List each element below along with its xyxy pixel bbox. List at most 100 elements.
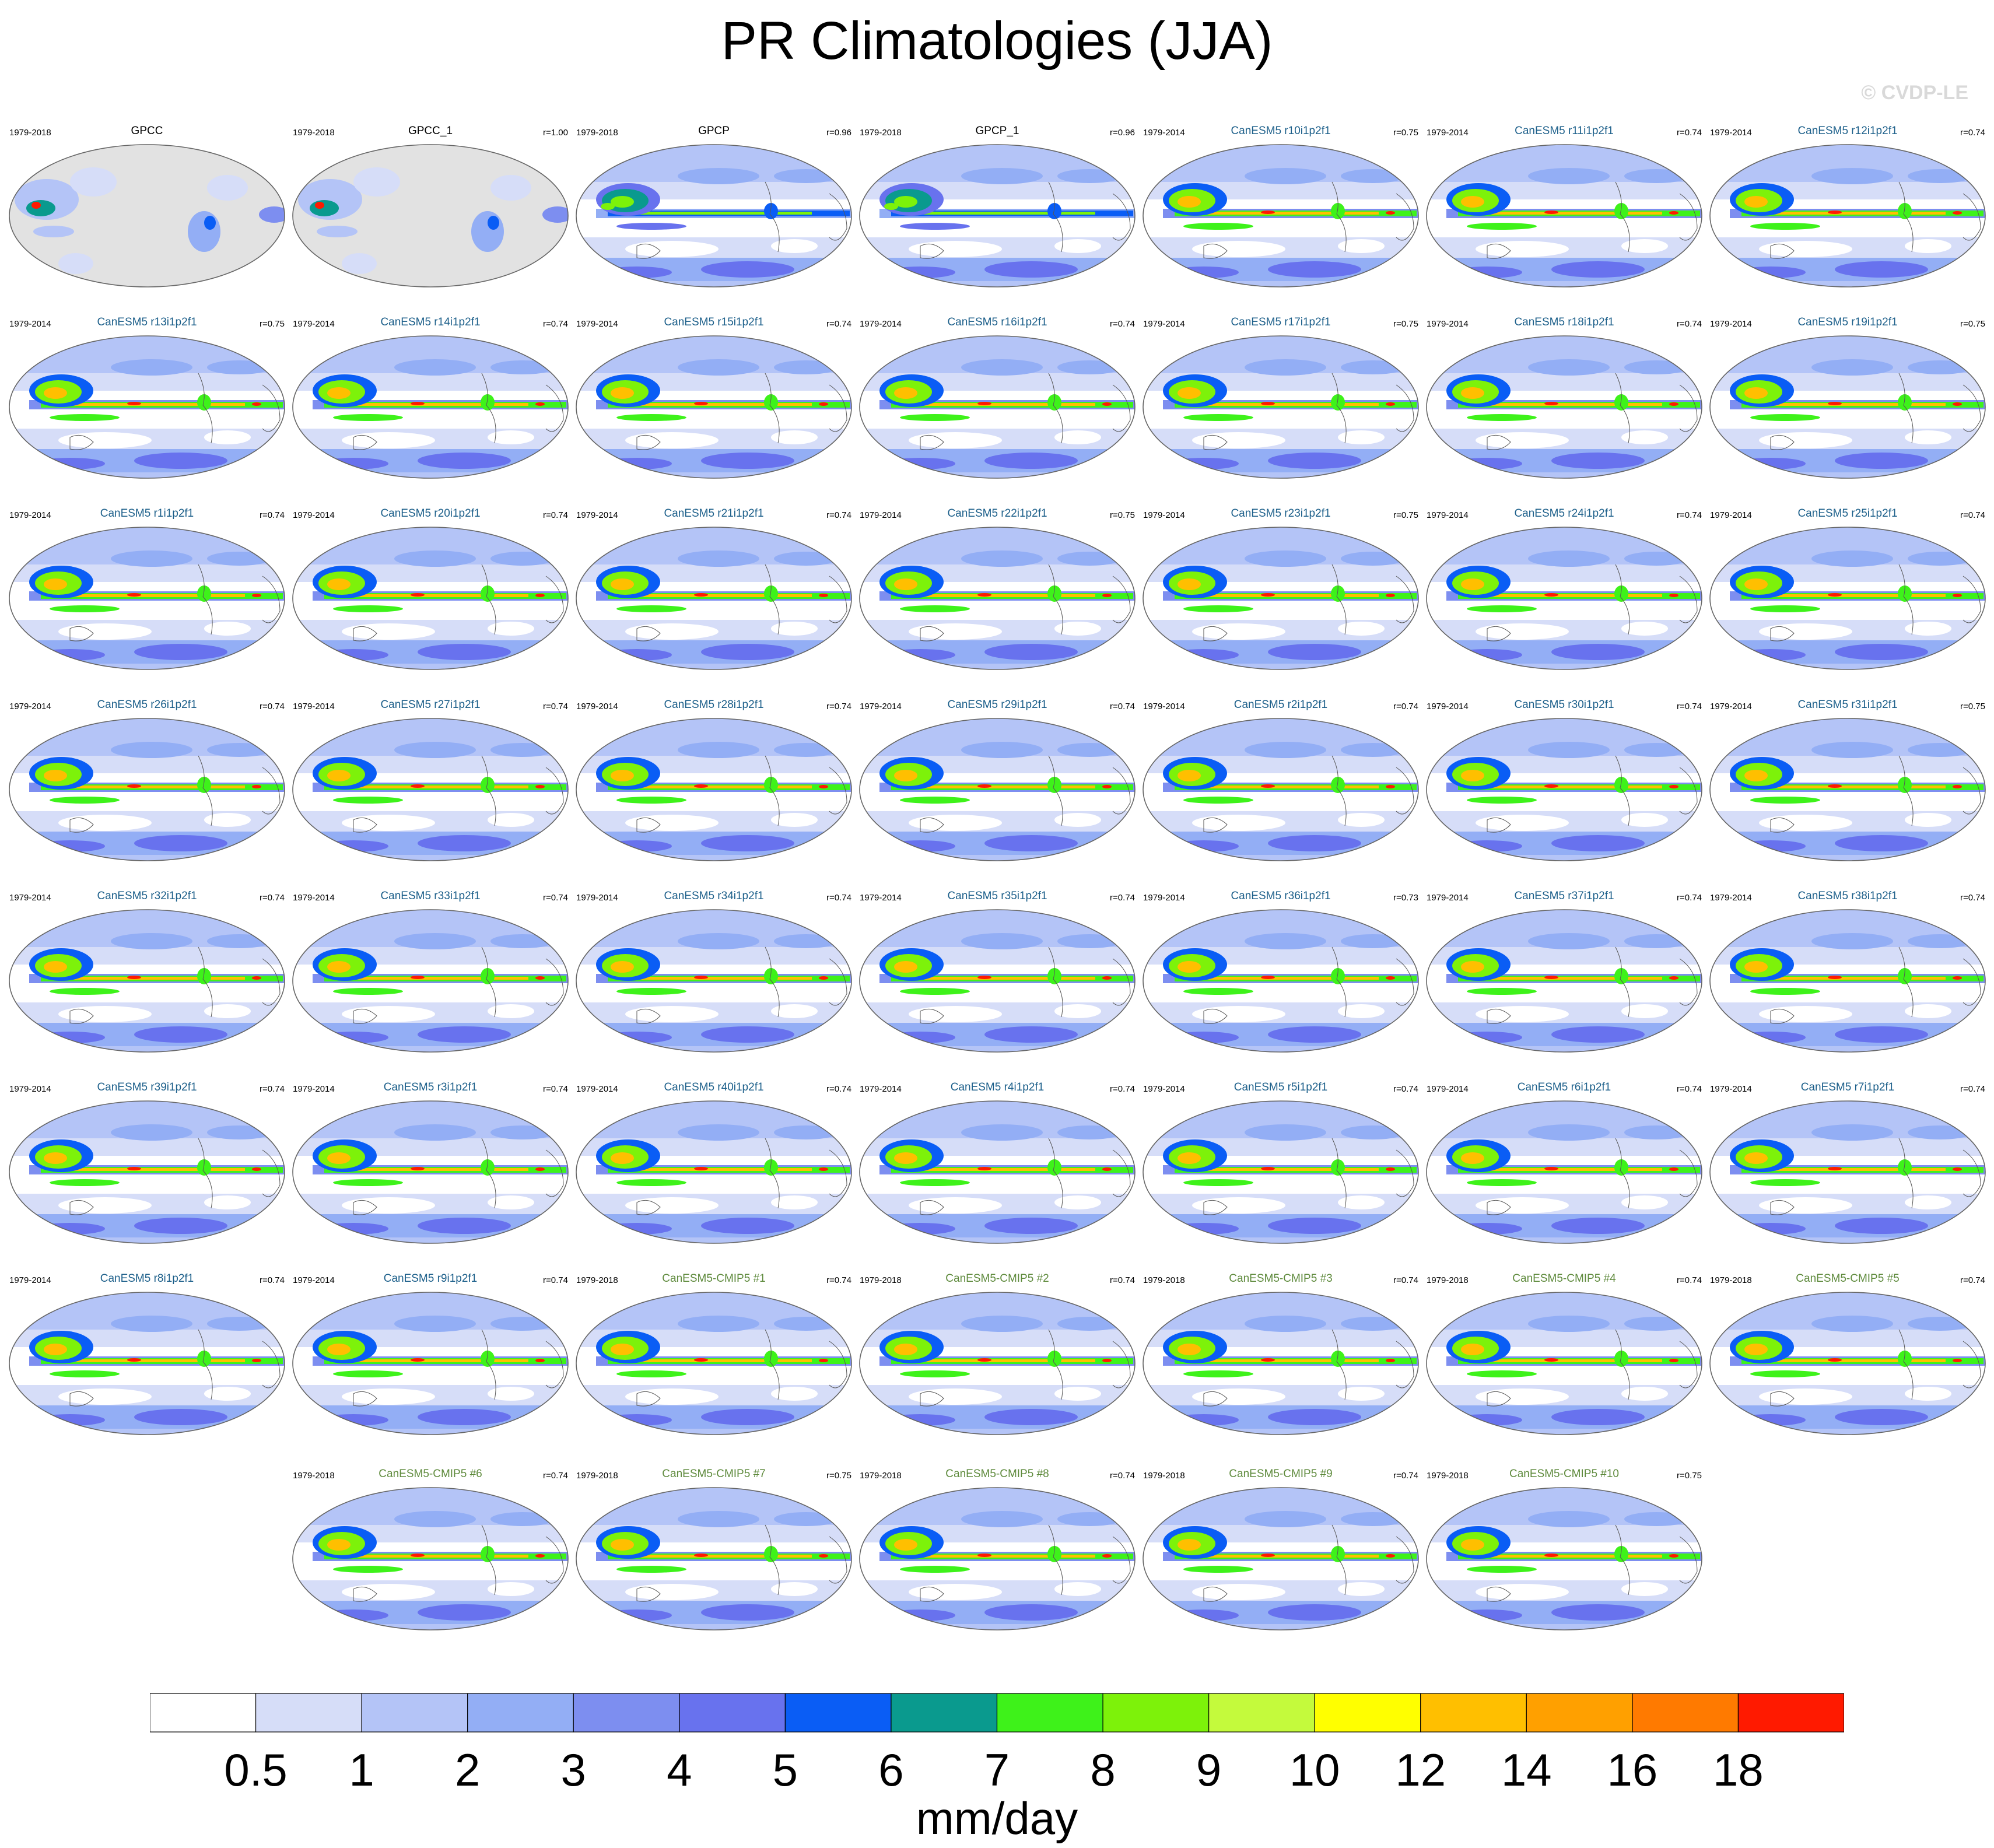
nh-atlantic-storm [774, 360, 838, 374]
sh-polar [860, 472, 1135, 478]
coast-americas [1048, 373, 1063, 444]
panel-period: 1979-2014 [576, 702, 618, 711]
south-atlantic-dry [204, 622, 251, 636]
central-america-precip [1614, 1546, 1628, 1562]
central-america-precip [1898, 1159, 1912, 1176]
nh-pacific-storm [961, 168, 1043, 184]
nh-pacific-storm [678, 1511, 759, 1527]
monsoon-core [1178, 387, 1201, 399]
itcz-core [1771, 977, 1946, 980]
se-pacific-dry [1759, 1197, 1852, 1214]
spcz-band [1750, 797, 1820, 804]
atlantic-peak [819, 594, 828, 597]
nh-pacific-storm [394, 933, 476, 949]
coast-americas [765, 1524, 780, 1595]
coast-americas [198, 373, 213, 444]
map-panel: 1979-2018 CanESM5-CMIP5 #5 r=0.74 [1706, 1260, 1989, 1446]
central-america-precip [481, 968, 495, 984]
coast-africa [262, 958, 281, 1006]
sh-storm-core-2 [885, 1223, 955, 1235]
coast-americas [765, 181, 780, 253]
coast-australia [69, 1008, 94, 1024]
sh-polar [860, 1429, 1135, 1435]
map-svg [9, 909, 285, 1053]
coast-australia [69, 1200, 94, 1215]
panel-title: CanESM5 r11i1p2f1 [1515, 125, 1614, 137]
panel-correlation: r=0.74 [1677, 702, 1702, 711]
nh-atlantic-storm [1624, 934, 1688, 948]
central-america-precip [1614, 1159, 1628, 1176]
nh-pacific-storm [394, 359, 476, 376]
se-pacific-dry [625, 1388, 719, 1405]
spcz-band [1183, 414, 1253, 421]
panel-period: 1979-2014 [1143, 1084, 1185, 1094]
monsoon-core [1744, 578, 1768, 590]
coast-australia [353, 817, 377, 833]
se-pacific-dry [909, 815, 1002, 831]
south-atlantic-dry [204, 813, 251, 827]
sh-storm-core-2 [1169, 266, 1239, 278]
panel-title: CanESM5 r20i1p2f1 [380, 507, 481, 520]
itcz-peak [694, 976, 708, 979]
sh-storm-core-2 [1169, 1032, 1239, 1043]
coast-africa [1963, 767, 1981, 815]
south-atlantic-dry [488, 1004, 534, 1018]
nh-atlantic-storm [1057, 1125, 1122, 1139]
panel-period: 1979-2014 [9, 893, 51, 903]
central-america-precip [1614, 394, 1628, 411]
coast-americas [1615, 564, 1630, 635]
panel-period: 1979-2018 [1143, 1471, 1185, 1481]
spcz-band [1750, 988, 1820, 995]
map-svg [576, 909, 852, 1053]
panel-correlation: r=0.74 [1677, 319, 1702, 329]
itcz-core [1204, 786, 1379, 788]
map-outline [1426, 144, 1702, 287]
nh-pacific-storm [1528, 742, 1610, 758]
map-panel: 1979-2014 CanESM5 r7i1p2f1 r=0.74 [1706, 1068, 1989, 1255]
atlantic-peak [819, 785, 828, 788]
map-outline [292, 1487, 569, 1630]
map-svg [576, 144, 852, 287]
map-panel: 1979-2014 CanESM5 r17i1p2f1 r=0.75 [1140, 303, 1422, 490]
nh-atlantic-storm [207, 360, 271, 374]
central-america-precip [1614, 1351, 1628, 1367]
coast-americas [765, 755, 780, 826]
coast-africa [829, 958, 847, 1006]
itcz-peak [1544, 402, 1558, 405]
spcz-band [333, 1566, 403, 1573]
map-svg [859, 1292, 1136, 1435]
map-svg [1143, 335, 1419, 479]
coast-australia [636, 434, 661, 450]
sh-polar [860, 664, 1135, 669]
figure-title: PR Climatologies (JJA) [721, 11, 1273, 71]
spcz-band [616, 414, 686, 421]
panel-correlation: r=0.74 [1393, 1084, 1418, 1094]
coast-australia [69, 1391, 94, 1407]
coast-africa [1396, 193, 1414, 241]
map-outline [9, 718, 285, 861]
panel-title: CanESM5 r3i1p2f1 [383, 1081, 478, 1093]
spcz-band [616, 223, 686, 230]
panel-period: 1979-2014 [1143, 128, 1185, 138]
sh-storm-core-2 [35, 649, 105, 661]
south-atlantic-dry [1905, 813, 1951, 827]
sh-polar [1143, 664, 1418, 669]
coast-africa [829, 767, 847, 815]
panel-period: 1979-2014 [293, 893, 335, 903]
coast-americas [1898, 1329, 1914, 1400]
coast-americas [1898, 373, 1914, 444]
south-atlantic-dry [488, 622, 534, 636]
nh-pacific-storm [678, 933, 759, 949]
itcz-core [1204, 977, 1379, 980]
coast-africa [1963, 1149, 1981, 1197]
south-atlantic-dry [1905, 239, 1951, 253]
panel-title: CanESM5 r22i1p2f1 [947, 507, 1047, 520]
coast-africa [1396, 576, 1414, 623]
monsoon-core [327, 1539, 351, 1551]
map-svg [859, 1487, 1136, 1630]
central-america-precip [1331, 968, 1345, 984]
sh-storm-core-2 [1452, 649, 1522, 661]
nh-atlantic-storm [1908, 934, 1972, 948]
sh-polar [1427, 281, 1702, 287]
panel-period: 1979-2014 [1427, 319, 1469, 329]
